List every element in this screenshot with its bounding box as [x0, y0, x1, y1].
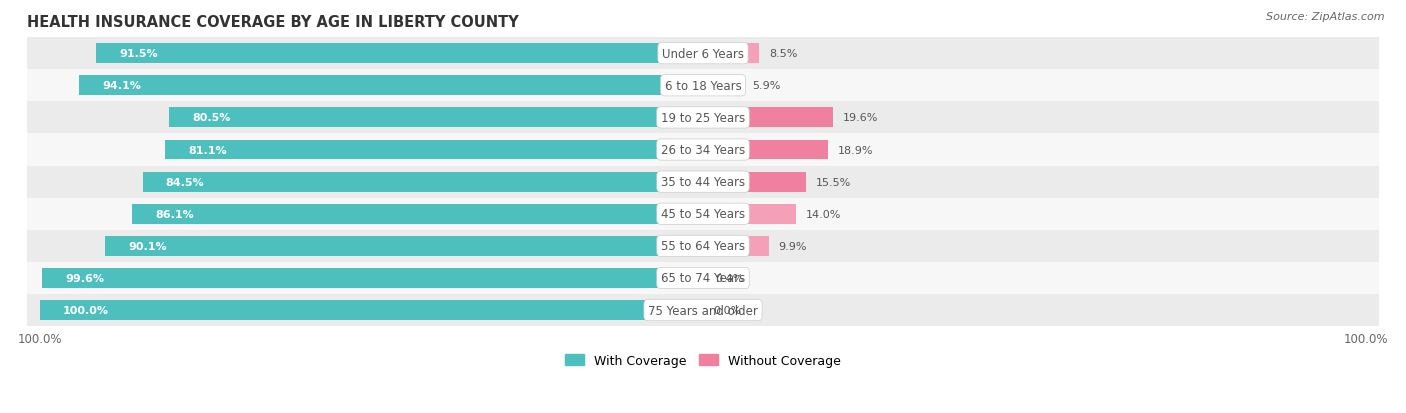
Text: HEALTH INSURANCE COVERAGE BY AGE IN LIBERTY COUNTY: HEALTH INSURANCE COVERAGE BY AGE IN LIBE…	[27, 15, 519, 30]
Bar	[27, 198, 1379, 230]
Text: 94.1%: 94.1%	[103, 81, 141, 91]
Text: 5.9%: 5.9%	[752, 81, 780, 91]
Text: 45 to 54 Years: 45 to 54 Years	[661, 208, 745, 221]
Text: 14.0%: 14.0%	[806, 209, 841, 219]
Bar	[39, 300, 703, 320]
Text: 19.6%: 19.6%	[844, 113, 879, 123]
Text: 75 Years and older: 75 Years and older	[648, 304, 758, 317]
Text: 0.4%: 0.4%	[716, 273, 744, 283]
Bar	[27, 294, 1379, 326]
Bar	[27, 38, 1379, 70]
Text: 19 to 25 Years: 19 to 25 Years	[661, 112, 745, 125]
Bar	[96, 44, 703, 64]
Bar	[703, 268, 706, 288]
Bar	[703, 108, 832, 128]
Text: 55 to 64 Years: 55 to 64 Years	[661, 240, 745, 253]
Text: 0.0%: 0.0%	[713, 305, 741, 316]
Text: 90.1%: 90.1%	[129, 241, 167, 251]
Text: 91.5%: 91.5%	[120, 49, 157, 59]
Text: 8.5%: 8.5%	[769, 49, 797, 59]
Bar	[132, 204, 703, 224]
Bar	[27, 166, 1379, 198]
Text: 81.1%: 81.1%	[188, 145, 226, 155]
Text: 65 to 74 Years: 65 to 74 Years	[661, 272, 745, 285]
Text: Under 6 Years: Under 6 Years	[662, 47, 744, 61]
Text: 9.9%: 9.9%	[779, 241, 807, 251]
Bar	[703, 140, 828, 160]
Text: 80.5%: 80.5%	[193, 113, 231, 123]
Text: 15.5%: 15.5%	[815, 177, 851, 187]
Bar	[165, 140, 703, 160]
Text: 86.1%: 86.1%	[155, 209, 194, 219]
Text: 35 to 44 Years: 35 to 44 Years	[661, 176, 745, 189]
Bar	[142, 172, 703, 192]
Bar	[703, 204, 796, 224]
Bar	[27, 102, 1379, 134]
Text: 6 to 18 Years: 6 to 18 Years	[665, 80, 741, 93]
Bar	[27, 230, 1379, 262]
Bar	[27, 70, 1379, 102]
Legend: With Coverage, Without Coverage: With Coverage, Without Coverage	[561, 349, 845, 372]
Bar	[169, 108, 703, 128]
Bar	[703, 172, 806, 192]
Bar	[105, 236, 703, 256]
Text: 84.5%: 84.5%	[166, 177, 204, 187]
Bar	[79, 76, 703, 96]
Bar	[42, 268, 703, 288]
Text: 99.6%: 99.6%	[66, 273, 104, 283]
Text: 100.0%: 100.0%	[63, 305, 110, 316]
Bar	[703, 236, 769, 256]
Text: 26 to 34 Years: 26 to 34 Years	[661, 144, 745, 157]
Bar	[703, 44, 759, 64]
Bar	[703, 76, 742, 96]
Text: Source: ZipAtlas.com: Source: ZipAtlas.com	[1267, 12, 1385, 22]
Bar	[27, 134, 1379, 166]
Bar	[27, 262, 1379, 294]
Text: 18.9%: 18.9%	[838, 145, 873, 155]
